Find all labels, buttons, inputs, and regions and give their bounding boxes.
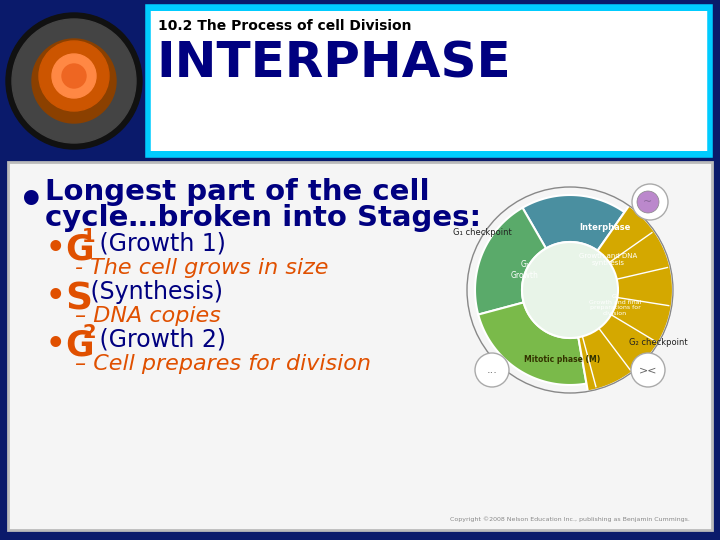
Text: •: • <box>46 234 66 263</box>
Circle shape <box>39 41 109 111</box>
FancyBboxPatch shape <box>148 7 710 155</box>
Text: S: S <box>65 281 92 317</box>
Text: 2: 2 <box>82 323 96 342</box>
Circle shape <box>522 242 618 338</box>
Text: G₁
Growth: G₁ Growth <box>511 260 539 280</box>
Polygon shape <box>475 208 546 315</box>
Text: G₂
Growth and final
preparations for
division: G₂ Growth and final preparations for div… <box>589 294 641 316</box>
Circle shape <box>6 13 142 149</box>
Text: INTERPHASE: INTERPHASE <box>156 39 510 87</box>
Text: Interphase: Interphase <box>580 224 631 233</box>
Text: - The cell grows in size: - The cell grows in size <box>75 258 328 278</box>
Text: (Growth 1): (Growth 1) <box>92 232 226 256</box>
Text: ><: >< <box>639 365 657 375</box>
Text: 10.2 The Process of cell Division: 10.2 The Process of cell Division <box>158 19 412 33</box>
Circle shape <box>631 353 665 387</box>
Text: •: • <box>46 282 66 311</box>
Text: (Synthesis): (Synthesis) <box>83 280 223 304</box>
Text: G: G <box>65 233 94 267</box>
Text: (Growth 2): (Growth 2) <box>92 328 226 352</box>
Text: Mitotic phase (M): Mitotic phase (M) <box>524 355 600 364</box>
Text: ~: ~ <box>644 197 652 207</box>
Text: Growth and DNA
synthesis: Growth and DNA synthesis <box>579 253 637 267</box>
Bar <box>8 162 712 530</box>
Text: •: • <box>18 180 45 222</box>
Bar <box>148 151 710 155</box>
Text: ...: ... <box>487 365 498 375</box>
Circle shape <box>12 19 136 143</box>
Text: 1: 1 <box>82 227 96 246</box>
Text: cycle…broken into Stages:: cycle…broken into Stages: <box>45 204 481 232</box>
Circle shape <box>62 64 86 88</box>
Circle shape <box>52 54 96 98</box>
Polygon shape <box>523 195 624 251</box>
Text: G: G <box>65 329 94 363</box>
Text: – DNA copies: – DNA copies <box>75 306 221 326</box>
Polygon shape <box>577 206 673 392</box>
Circle shape <box>32 39 116 123</box>
Text: G₂ checkpoint: G₂ checkpoint <box>629 338 688 347</box>
Text: Copyright ©2008 Nelson Education Inc., publishing as Benjamin Cummings.: Copyright ©2008 Nelson Education Inc., p… <box>450 516 690 522</box>
Text: •: • <box>46 330 66 359</box>
Text: G₁ checkpoint: G₁ checkpoint <box>453 228 511 237</box>
Polygon shape <box>478 302 587 385</box>
Circle shape <box>637 191 659 213</box>
Bar <box>148 7 710 11</box>
Circle shape <box>632 184 668 220</box>
Text: Longest part of the cell: Longest part of the cell <box>45 178 430 206</box>
Text: – Cell prepares for division: – Cell prepares for division <box>75 354 371 374</box>
Circle shape <box>475 353 509 387</box>
